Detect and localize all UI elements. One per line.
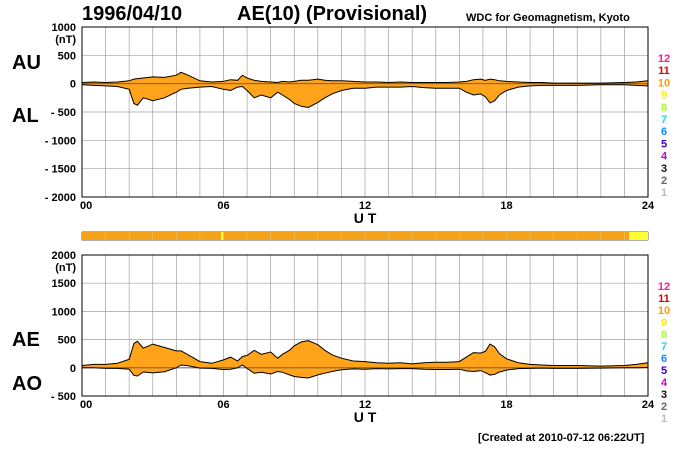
panel-ae-ao <box>81 254 649 397</box>
station-count-label: 5 <box>661 138 667 150</box>
y-tick-label: - 500 <box>51 107 76 119</box>
plot-date: 1996/04/10 <box>82 3 183 25</box>
side-label-ao: AO <box>12 373 42 395</box>
x-tick-label: 24 <box>642 200 655 212</box>
y-tick-label: 500 <box>58 50 76 62</box>
station-count-label: 10 <box>658 305 670 317</box>
y-tick-label: 0 <box>70 79 76 91</box>
station-count-label: 7 <box>661 341 667 353</box>
y-tick-label: 500 <box>58 335 76 347</box>
station-bar-segment <box>629 232 648 240</box>
station-count-label: 1 <box>661 413 667 425</box>
x-tick-label: 12 <box>359 200 371 212</box>
x-tick-label: 18 <box>500 399 512 411</box>
y-tick-label: 0 <box>70 363 76 375</box>
station-count-label: 1 <box>661 187 667 199</box>
y-axis-unit: (nT) <box>55 262 76 274</box>
x-axis-label: U T <box>354 210 377 226</box>
station-count-label: 9 <box>661 317 667 329</box>
plot-frame <box>81 26 649 198</box>
x-tick-label: 12 <box>359 399 371 411</box>
station-count-label: 6 <box>661 353 667 365</box>
y-axis-unit: (nT) <box>55 34 76 46</box>
x-axis-label: U T <box>354 409 377 425</box>
station-count-label: 3 <box>661 163 667 175</box>
x-tick-label: 24 <box>642 399 655 411</box>
station-count-label: 11 <box>658 293 670 305</box>
organization-label: WDC for Geomagnetism, Kyoto <box>466 12 630 24</box>
side-label-al: AL <box>12 105 39 127</box>
station-count-label: 7 <box>661 114 667 126</box>
plot-frame <box>81 254 649 397</box>
x-tick-label: 06 <box>217 200 229 212</box>
y-tick-label: - 2000 <box>45 192 76 204</box>
station-count-label: 5 <box>661 365 667 377</box>
y-tick-label: 1000 <box>52 22 76 34</box>
station-count-label: 11 <box>658 65 670 77</box>
y-tick-label: - 500 <box>51 391 76 403</box>
series-fill-area <box>82 340 648 378</box>
y-tick-label: 2000 <box>52 250 76 262</box>
station-count-label: 4 <box>661 377 668 389</box>
x-tick-label: 06 <box>217 399 229 411</box>
station-bar-segment <box>82 232 222 240</box>
station-bar-segment <box>223 232 630 240</box>
station-bar-segment <box>221 232 224 240</box>
side-label-ae: AE <box>12 329 40 351</box>
x-tick-label: 00 <box>80 200 92 212</box>
station-count-label: 4 <box>661 151 668 163</box>
y-tick-label: - 1500 <box>45 164 76 176</box>
station-count-label: 6 <box>661 126 667 138</box>
station-count-label: 2 <box>661 401 667 413</box>
station-count-label: 12 <box>658 53 670 65</box>
y-tick-label: - 1000 <box>45 135 76 147</box>
station-count-label: 2 <box>661 175 667 187</box>
series-line-ae <box>81 340 649 367</box>
station-count-label: 9 <box>661 90 667 102</box>
station-count-label: 10 <box>658 77 670 89</box>
panel-au-al <box>81 26 649 198</box>
series-line-al <box>81 84 649 109</box>
series-line-au <box>81 71 649 84</box>
plot-title: AE(10) (Provisional) <box>237 3 428 25</box>
x-tick-label: 00 <box>80 399 92 411</box>
station-count-label: 8 <box>661 102 667 114</box>
y-tick-label: 1500 <box>52 278 76 290</box>
station-count-label: 8 <box>661 329 667 341</box>
creation-timestamp: [Created at 2010-07-12 06:22UT] <box>478 432 645 444</box>
series-line-ao <box>82 364 649 379</box>
side-label-au: AU <box>12 52 41 74</box>
x-tick-label: 18 <box>500 200 512 212</box>
station-count-label: 3 <box>661 389 667 401</box>
y-tick-label: 1000 <box>52 306 76 318</box>
station-count-label: 12 <box>658 281 670 293</box>
